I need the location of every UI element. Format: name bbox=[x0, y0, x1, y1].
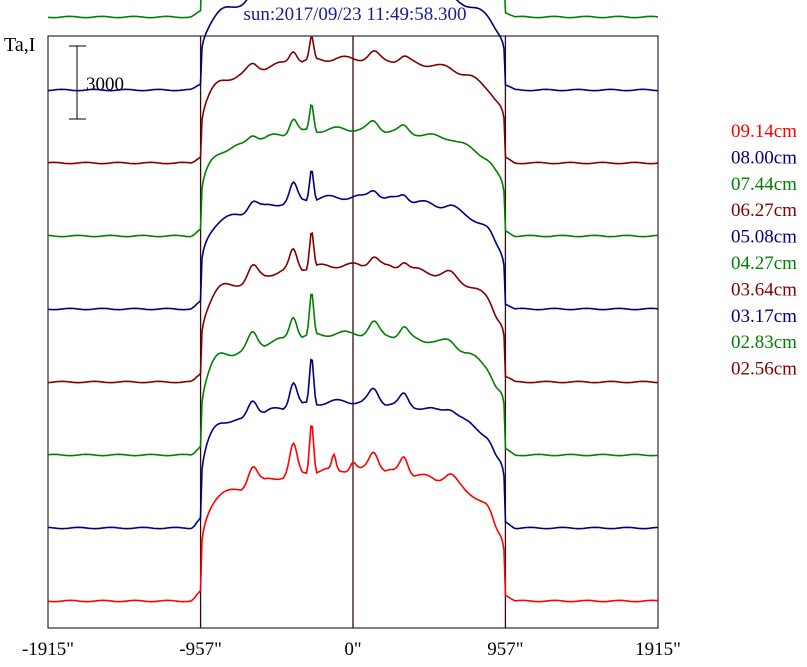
x-tick-label-1: -957" bbox=[179, 639, 222, 660]
series-curve-03-64cm bbox=[47, 36, 659, 165]
legend-entry-09-14cm: 09.14cm bbox=[731, 121, 797, 142]
series-curve-02-83cm bbox=[47, 0, 659, 19]
series-curve-06-27cm bbox=[47, 231, 658, 384]
legend-entry-03-64cm: 03.64cm bbox=[731, 279, 797, 300]
series-curve-08-00cm bbox=[47, 358, 659, 530]
legend-entry-02-56cm: 02.56cm bbox=[731, 359, 797, 380]
chart-title: sun:2017/09/23 11:49:58.300 bbox=[243, 4, 466, 25]
legend-entry-07-44cm: 07.44cm bbox=[731, 174, 797, 195]
x-tick-label-0: -1915" bbox=[22, 639, 74, 660]
series-curves bbox=[47, 0, 659, 603]
x-tick-labels: -1915" -957" 0" 957" 1915" bbox=[22, 639, 681, 660]
series-curve-05-08cm bbox=[47, 170, 659, 311]
scale-bar-label: 3000 bbox=[86, 74, 124, 95]
series-curve-03-17cm bbox=[47, 0, 658, 92]
x-tick-label-2: 0" bbox=[344, 639, 361, 660]
legend-entry-06-27cm: 06.27cm bbox=[731, 200, 797, 221]
series-curve-07-44cm bbox=[47, 293, 659, 457]
legend-entry-03-17cm: 03.17cm bbox=[731, 306, 797, 327]
legend-entry-02-83cm: 02.83cm bbox=[731, 332, 797, 353]
series-curve-09-14cm bbox=[47, 425, 659, 603]
legend: 09.14cm 08.00cm 07.44cm 06.27cm 05.08cm 04.27… bbox=[731, 121, 797, 380]
x-tick-label-3: 957" bbox=[487, 639, 523, 660]
legend-entry-08-00cm: 08.00cm bbox=[731, 147, 797, 168]
legend-entry-04-27cm: 04.27cm bbox=[731, 253, 797, 274]
y-axis-label: Ta,I bbox=[4, 34, 35, 56]
x-tick-label-4: 1915" bbox=[635, 639, 681, 660]
legend-entry-05-08cm: 05.08cm bbox=[731, 227, 797, 248]
series-curve-04-27cm bbox=[47, 103, 658, 238]
scale-bar: 3000 bbox=[69, 45, 124, 120]
vertical-markers bbox=[199, 36, 507, 628]
